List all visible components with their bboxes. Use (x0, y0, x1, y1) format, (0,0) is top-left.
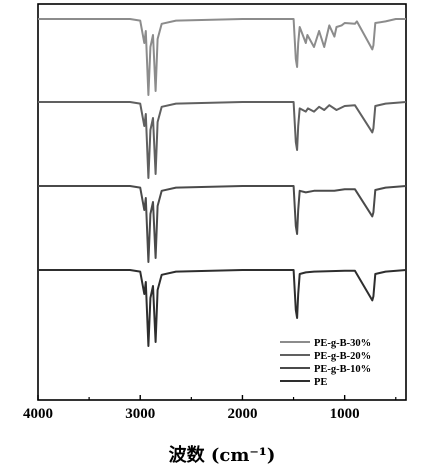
x-axis-title: 波数 (cm⁻¹) (169, 444, 276, 466)
x-tick-label: 3000 (125, 406, 155, 422)
x-axis-ticks: 4000 3000 2000 1000 (23, 395, 397, 422)
legend-label: PE-g-B-20% (314, 351, 371, 362)
series-line-1 (38, 101, 407, 179)
series-line-2 (38, 185, 407, 263)
legend: PE-g-B-30% PE-g-B-20% PE-g-B-10% PE (280, 338, 371, 388)
plot-frame (37, 3, 407, 401)
x-tick-label: 4000 (23, 406, 53, 422)
series-line-0 (38, 18, 406, 96)
legend-label: PE (314, 377, 327, 388)
legend-label: PE-g-B-30% (314, 338, 371, 349)
x-tick-label: 1000 (330, 406, 360, 422)
x-tick-label: 2000 (227, 406, 257, 422)
legend-label: PE-g-B-10% (314, 364, 371, 375)
series-line-3 (38, 269, 407, 347)
series-layer (38, 18, 407, 347)
